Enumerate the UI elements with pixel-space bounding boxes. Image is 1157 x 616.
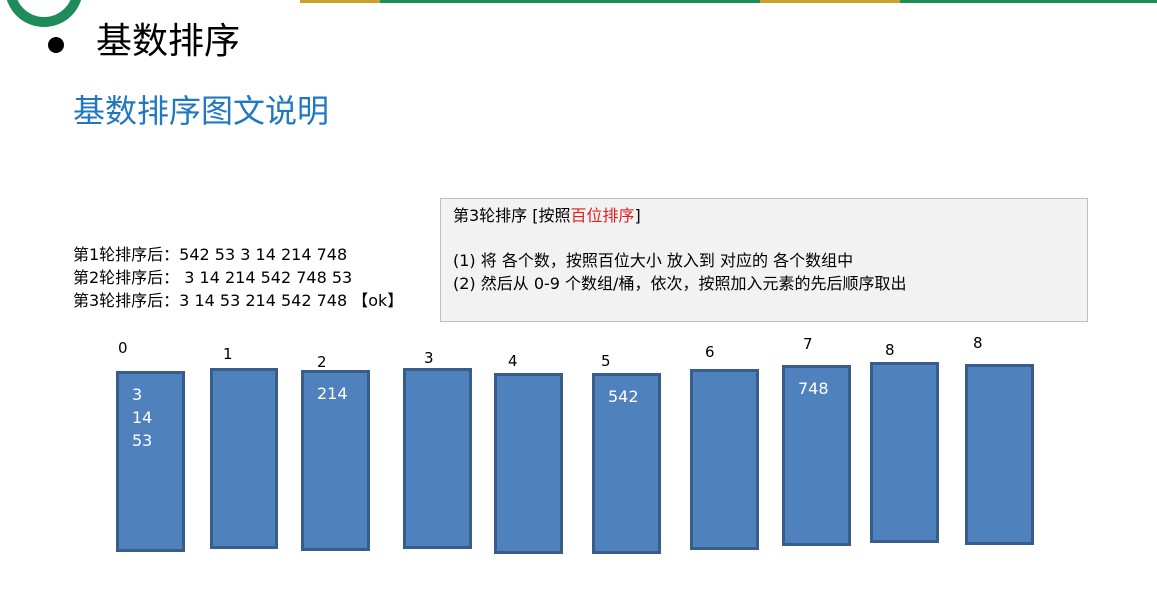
bucket-label: 0 — [118, 339, 128, 357]
bucket — [870, 362, 939, 543]
note-title-suffix: ] — [634, 206, 641, 225]
title-bullet — [48, 37, 64, 53]
note-title-prefix: 第3轮排序 [按照 — [453, 206, 571, 225]
bucket — [494, 373, 563, 554]
bucket — [690, 369, 759, 550]
bucket-item: 542 — [608, 387, 639, 406]
header-decoration — [6, 0, 1157, 27]
bucket — [210, 368, 278, 549]
bucket — [965, 364, 1034, 545]
bucket-label: 7 — [803, 335, 813, 353]
bucket: 748 — [782, 365, 851, 546]
bucket-label: 3 — [424, 349, 434, 367]
bucket-label: 2 — [317, 353, 327, 371]
bucket: 214 — [301, 370, 370, 551]
header-stripe — [300, 0, 1157, 3]
bucket-label: 6 — [705, 343, 715, 361]
bucket — [403, 368, 472, 549]
round-result-3: 第3轮排序后：3 14 53 214 542 748 【ok】 — [73, 291, 404, 310]
bucket-item: 14 — [132, 408, 153, 427]
bucket-item: 214 — [317, 384, 348, 403]
note-title-highlight: 百位排序 — [570, 206, 635, 225]
bucket-label: 1 — [223, 345, 233, 363]
bucket: 542 — [592, 373, 661, 554]
bucket-item: 748 — [798, 379, 829, 398]
bucket-label: 8 — [973, 334, 983, 352]
logo-ring — [6, 0, 82, 27]
bucket: 3 14 53 — [116, 371, 185, 552]
round-note-box: 第3轮排序 [按照百位排序] (1) 将 各个数，按照百位大小 放入到 对应的 … — [440, 198, 1088, 322]
header-stripe-accent — [760, 0, 900, 3]
page-title: 基数排序 — [96, 21, 241, 62]
round-results: 第1轮排序后：542 53 3 14 214 748 第2轮排序后： 3 14 … — [73, 243, 403, 312]
header-stripe-accent — [300, 0, 380, 3]
round-result-1: 第1轮排序后：542 53 3 14 214 748 — [73, 245, 348, 264]
note-step-1: (1) 将 各个数，按照百位大小 放入到 对应的 各个数组中 — [453, 251, 854, 270]
bucket-item: 53 — [132, 431, 153, 450]
note-title: 第3轮排序 [按照百位排序] — [453, 205, 1075, 227]
page-subtitle: 基数排序图文说明 — [73, 92, 330, 130]
bucket-label: 8 — [885, 341, 895, 359]
bucket-label: 4 — [508, 352, 518, 370]
round-result-2: 第2轮排序后： 3 14 214 542 748 53 — [73, 268, 353, 287]
bucket-item: 3 — [132, 385, 143, 404]
note-step-2: (2) 然后从 0-9 个数组/桶，依次，按照加入元素的先后顺序取出 — [453, 274, 907, 293]
bucket-label: 5 — [601, 352, 611, 370]
